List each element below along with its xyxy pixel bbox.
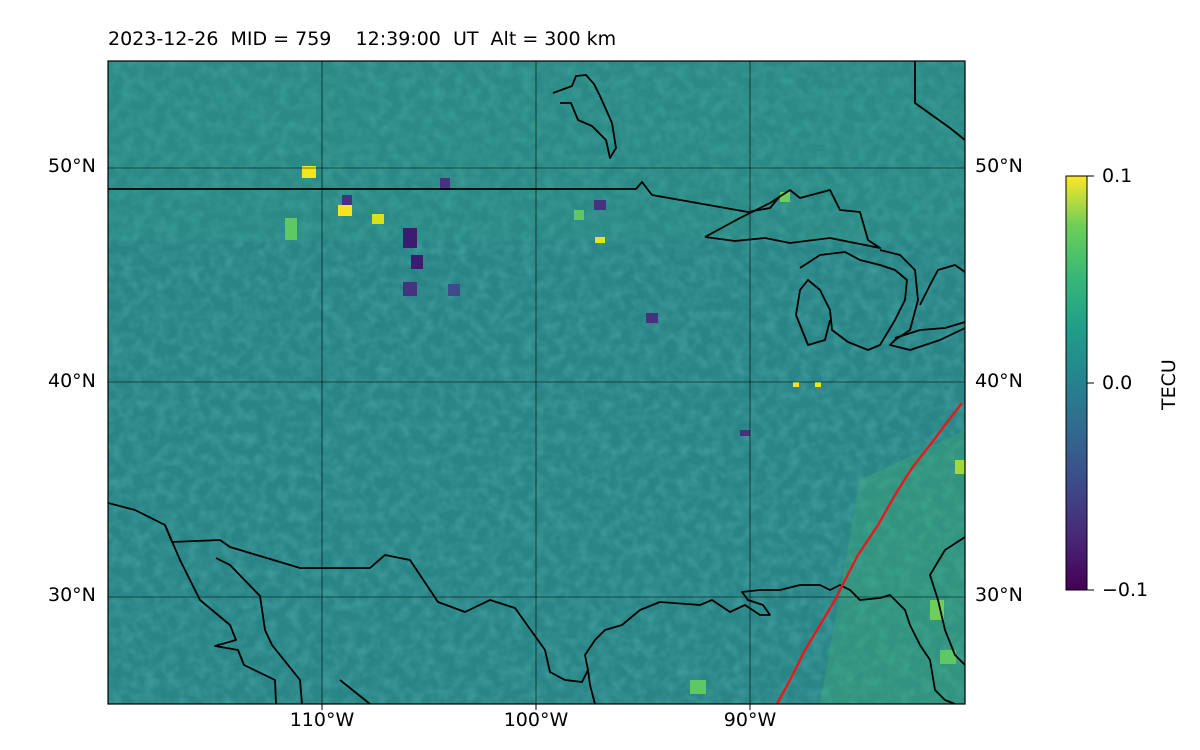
map-title: 2023-12-26 MID = 759 12:39:00 UT Alt = 3… bbox=[108, 28, 617, 50]
mexico-gulf-coast bbox=[587, 669, 596, 704]
colorbar bbox=[1065, 175, 1094, 591]
anomaly-pixel bbox=[780, 192, 790, 202]
solar-terminator-line bbox=[775, 402, 963, 704]
lake-winnipeg bbox=[552, 74, 617, 159]
lake-huron-east bbox=[919, 264, 965, 306]
mexico-us-border bbox=[108, 502, 956, 704]
anomaly-pixel bbox=[411, 255, 423, 269]
tec-anomaly-pixels bbox=[285, 166, 965, 694]
lat-label-right: 50°N bbox=[975, 155, 1023, 177]
anomaly-pixel bbox=[440, 178, 450, 190]
anomaly-pixel bbox=[338, 205, 352, 216]
lat-label-left: 40°N bbox=[48, 370, 96, 392]
anomaly-pixel bbox=[793, 382, 799, 387]
map-gridlines bbox=[108, 61, 965, 704]
colorbar-gradient bbox=[1065, 175, 1088, 591]
anomaly-pixel bbox=[285, 218, 297, 240]
lat-label-right: 30°N bbox=[975, 584, 1023, 606]
tec-field-southeast-tint bbox=[820, 430, 965, 704]
anomaly-pixel bbox=[594, 200, 606, 210]
hudson-bay-coast bbox=[914, 61, 965, 141]
lake-erie-ontario bbox=[894, 321, 965, 339]
anomaly-pixel bbox=[302, 166, 316, 178]
mexico-west-coast bbox=[164, 524, 277, 704]
tec-map-area bbox=[108, 61, 965, 704]
lon-label: 90°W bbox=[723, 709, 777, 731]
gulf-coast-islands bbox=[339, 679, 371, 704]
anomaly-pixel bbox=[372, 214, 384, 224]
anomaly-pixel bbox=[740, 430, 750, 436]
colorbar-tick-label: −0.1 bbox=[1102, 579, 1149, 601]
lat-label-right: 40°N bbox=[975, 370, 1023, 392]
anomaly-pixel bbox=[690, 680, 706, 694]
anomaly-pixel bbox=[342, 195, 352, 205]
anomaly-pixel bbox=[940, 650, 956, 664]
colorbar-tick-label: 0.1 bbox=[1102, 165, 1133, 187]
axis-ticks bbox=[321, 704, 751, 710]
florida-coast bbox=[929, 536, 965, 666]
anomaly-pixel bbox=[930, 600, 944, 620]
anomaly-pixel bbox=[595, 237, 605, 243]
colorbar-title: TECU bbox=[1158, 359, 1180, 410]
anomaly-pixel bbox=[403, 282, 417, 296]
great-lakes-superior bbox=[704, 189, 881, 249]
anomaly-pixel bbox=[815, 382, 821, 387]
anomaly-pixel bbox=[574, 210, 584, 220]
baja-california bbox=[215, 557, 303, 704]
lat-label-left: 50°N bbox=[48, 155, 96, 177]
lon-label: 100°W bbox=[503, 709, 569, 731]
anomaly-pixel bbox=[955, 460, 965, 474]
lon-label: 110°W bbox=[289, 709, 355, 731]
us-canada-border bbox=[108, 181, 781, 213]
anomaly-pixel bbox=[403, 228, 417, 248]
coastlines bbox=[108, 61, 965, 704]
colorbar-tick-label: 0.0 bbox=[1102, 372, 1133, 394]
tec-field-north-tint bbox=[108, 61, 965, 241]
anomaly-pixel bbox=[646, 313, 658, 323]
lat-label-left: 30°N bbox=[48, 584, 96, 606]
anomaly-pixel bbox=[448, 284, 460, 296]
lake-michigan bbox=[795, 251, 908, 351]
